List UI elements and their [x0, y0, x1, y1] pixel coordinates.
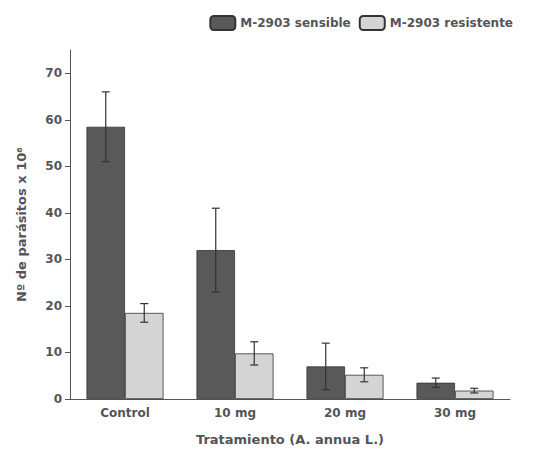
svg-text:Tratamiento (A. annua L.): Tratamiento (A. annua L.) — [196, 432, 384, 447]
svg-text:60: 60 — [45, 113, 62, 127]
svg-text:30: 30 — [45, 252, 62, 266]
svg-text:70: 70 — [45, 66, 62, 80]
svg-text:0: 0 — [54, 392, 62, 406]
svg-text:10 mg: 10 mg — [214, 406, 256, 420]
svg-text:Control: Control — [100, 406, 150, 420]
svg-text:M-2903 sensible: M-2903 sensible — [240, 16, 350, 30]
svg-text:10: 10 — [45, 345, 62, 359]
svg-text:50: 50 — [45, 159, 62, 173]
svg-text:M-2903 resistente: M-2903 resistente — [390, 16, 513, 30]
svg-text:Nº de parásitos x 10⁶: Nº de parásitos x 10⁶ — [14, 147, 29, 302]
svg-text:40: 40 — [45, 206, 62, 220]
svg-text:20 mg: 20 mg — [324, 406, 366, 420]
svg-text:20: 20 — [45, 299, 62, 313]
svg-text:30 mg: 30 mg — [434, 406, 476, 420]
